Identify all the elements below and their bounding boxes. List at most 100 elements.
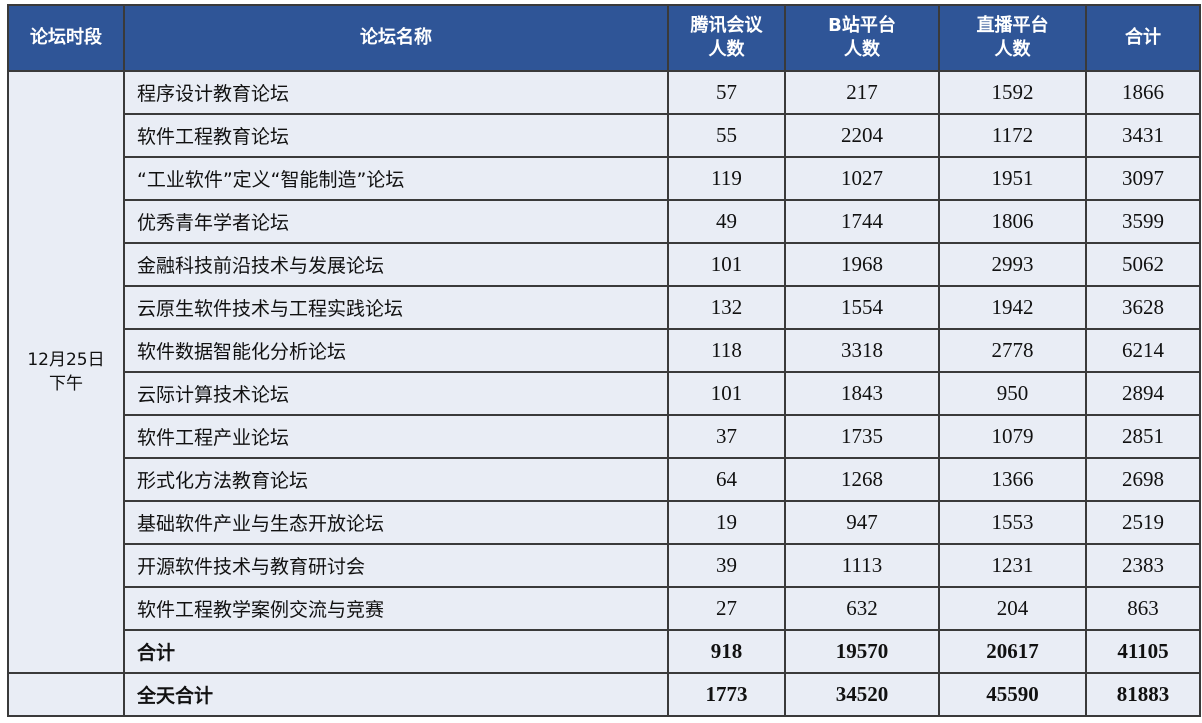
table-row: 软件工程产业论坛 37 1735 1079 2851 <box>8 414 1201 459</box>
live-count: 1592 <box>938 70 1087 115</box>
table-row: 优秀青年学者论坛 49 1744 1806 3599 <box>8 199 1201 244</box>
tencent-count: 101 <box>667 371 786 416</box>
bilibili-count: 2204 <box>784 113 940 158</box>
table-row: 12月25日 下午 程序设计教育论坛 57 217 1592 1866 <box>7 70 1201 674</box>
forum-name: 软件工程教学案例交流与竞赛 <box>123 586 669 631</box>
live-count: 45590 <box>938 672 1087 717</box>
bilibili-count: 1843 <box>784 371 940 416</box>
bilibili-count: 217 <box>784 70 940 115</box>
total-count: 3628 <box>1085 285 1201 330</box>
tencent-count: 57 <box>667 70 786 115</box>
total-count: 2894 <box>1085 371 1201 416</box>
bilibili-count: 3318 <box>784 328 940 373</box>
live-count: 950 <box>938 371 1087 416</box>
header-live-line2: 人数 <box>994 39 1031 60</box>
total-count: 6214 <box>1085 328 1201 373</box>
live-count: 1079 <box>938 414 1087 459</box>
tencent-count: 19 <box>667 500 786 545</box>
forum-attendance-table: 论坛时段 论坛名称 腾讯会议人数 B站平台人数 直播平台人数 合计 12月25日… <box>7 4 1201 717</box>
header-live: 直播平台 人数 <box>938 4 1087 72</box>
live-count: 1951 <box>938 156 1087 201</box>
tencent-count: 132 <box>667 285 786 330</box>
total-count: 41105 <box>1085 629 1201 674</box>
header-tencent: 腾讯会议 人数 <box>667 4 786 72</box>
header-bilibili: B站平台人数 <box>784 4 940 72</box>
tencent-count: 64 <box>667 457 786 502</box>
period-date: 12月25日 <box>27 350 105 370</box>
forum-name: 云际计算技术论坛 <box>123 371 669 416</box>
empty-period-cell <box>7 672 125 717</box>
total-count: 2851 <box>1085 414 1201 459</box>
bilibili-count: 34520 <box>784 672 940 717</box>
table-row: 开源软件技术与教育研讨会 39 1113 1231 2383 <box>8 543 1201 588</box>
period-time: 下午 <box>49 374 83 394</box>
live-count: 20617 <box>938 629 1087 674</box>
tencent-count: 27 <box>667 586 786 631</box>
total-count: 2519 <box>1085 500 1201 545</box>
live-count: 2993 <box>938 242 1087 287</box>
header-bilibili-line2: 人数 <box>844 39 880 60</box>
table-row: 云际计算技术论坛 101 1843 950 2894 <box>8 371 1201 416</box>
bilibili-count: 1027 <box>784 156 940 201</box>
live-count: 1366 <box>938 457 1087 502</box>
forum-name: 软件工程产业论坛 <box>123 414 669 459</box>
live-count: 1172 <box>938 113 1087 158</box>
bilibili-count: 1968 <box>784 242 940 287</box>
table-row: 软件工程教学案例交流与竞赛 27 632 204 863 <box>8 586 1201 631</box>
forum-name: 合计 <box>123 629 669 674</box>
total-count: 1866 <box>1085 70 1201 115</box>
header-bilibili-line1: B站平台 <box>828 15 896 36</box>
header-tencent-line2: 人数 <box>708 39 745 60</box>
forum-name: 开源软件技术与教育研讨会 <box>123 543 669 588</box>
forum-name: 优秀青年学者论坛 <box>123 199 669 244</box>
live-count: 1231 <box>938 543 1087 588</box>
live-count: 1942 <box>938 285 1087 330</box>
live-count: 1806 <box>938 199 1087 244</box>
bilibili-count: 1554 <box>784 285 940 330</box>
total-count: 81883 <box>1085 672 1201 717</box>
grand-total-row: 全天合计 1773 34520 45590 81883 <box>7 672 1201 717</box>
table-row: 金融科技前沿技术与发展论坛 101 1968 2993 5062 <box>8 242 1201 287</box>
table-row: 软件工程教育论坛 55 2204 1172 3431 <box>8 113 1201 158</box>
bilibili-count: 1113 <box>784 543 940 588</box>
tencent-count: 101 <box>667 242 786 287</box>
live-count: 1553 <box>938 500 1087 545</box>
bilibili-count: 632 <box>784 586 940 631</box>
forum-name: 程序设计教育论坛 <box>123 70 669 115</box>
tencent-count: 118 <box>667 328 786 373</box>
tencent-count: 55 <box>667 113 786 158</box>
header-period: 论坛时段 <box>7 4 125 72</box>
header-live-line1: 直播平台 <box>976 15 1049 36</box>
total-count: 863 <box>1085 586 1201 631</box>
forum-name: “工业软件”定义“智能制造”论坛 <box>123 156 669 201</box>
period-cell: 12月25日 下午 <box>7 70 125 674</box>
forum-name: 基础软件产业与生态开放论坛 <box>123 500 669 545</box>
bilibili-count: 947 <box>784 500 940 545</box>
tencent-count: 119 <box>667 156 786 201</box>
total-count: 5062 <box>1085 242 1201 287</box>
subtotal-row: 合计 918 19570 20617 41105 <box>8 629 1201 674</box>
live-count: 2778 <box>938 328 1087 373</box>
header-tencent-line1: 腾讯会议 <box>690 15 763 36</box>
forum-name: 软件数据智能化分析论坛 <box>123 328 669 373</box>
tencent-count: 49 <box>667 199 786 244</box>
table-row: 软件数据智能化分析论坛 118 3318 2778 6214 <box>8 328 1201 373</box>
tencent-count: 37 <box>667 414 786 459</box>
total-count: 3431 <box>1085 113 1201 158</box>
table-row: “工业软件”定义“智能制造”论坛 119 1027 1951 3097 <box>8 156 1201 201</box>
total-count: 2383 <box>1085 543 1201 588</box>
forum-name: 云原生软件技术与工程实践论坛 <box>123 285 669 330</box>
total-count: 3599 <box>1085 199 1201 244</box>
table-row: 形式化方法教育论坛 64 1268 1366 2698 <box>8 457 1201 502</box>
bilibili-count: 1744 <box>784 199 940 244</box>
tencent-count: 1773 <box>667 672 786 717</box>
bilibili-count: 19570 <box>784 629 940 674</box>
tencent-count: 918 <box>667 629 786 674</box>
tencent-count: 39 <box>667 543 786 588</box>
header-name: 论坛名称 <box>123 4 669 72</box>
bilibili-count: 1268 <box>784 457 940 502</box>
header-total: 合计 <box>1085 4 1201 72</box>
forum-name: 形式化方法教育论坛 <box>123 457 669 502</box>
forum-name: 软件工程教育论坛 <box>123 113 669 158</box>
bilibili-count: 1735 <box>784 414 940 459</box>
